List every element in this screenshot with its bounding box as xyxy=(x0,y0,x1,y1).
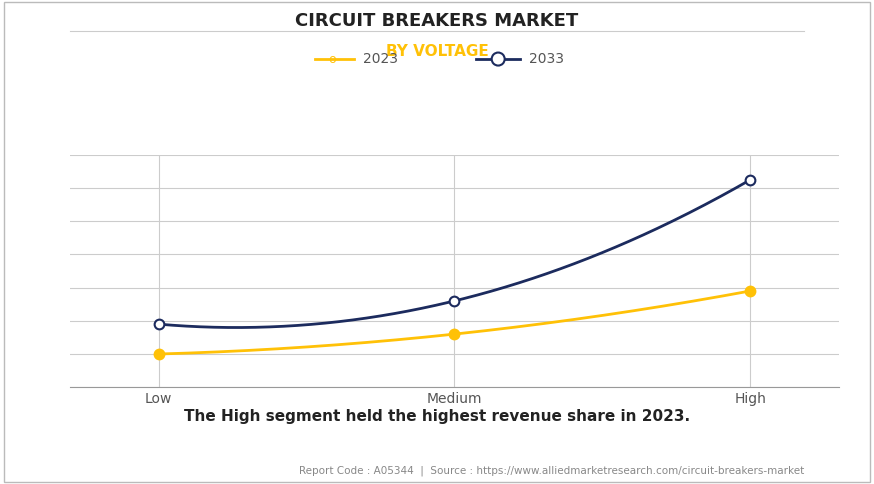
Text: 2033: 2033 xyxy=(529,52,564,66)
Text: The High segment held the highest revenue share in 2023.: The High segment held the highest revenu… xyxy=(184,409,690,424)
Text: CIRCUIT BREAKERS MARKET: CIRCUIT BREAKERS MARKET xyxy=(295,12,579,30)
Text: 2023: 2023 xyxy=(363,52,398,66)
Text: BY VOLTAGE: BY VOLTAGE xyxy=(385,44,489,59)
Text: Report Code : A05344  |  Source : https://www.alliedmarketresearch.com/circuit-b: Report Code : A05344 | Source : https://… xyxy=(299,466,804,476)
Text: o: o xyxy=(329,53,336,65)
Text: o: o xyxy=(495,53,502,65)
